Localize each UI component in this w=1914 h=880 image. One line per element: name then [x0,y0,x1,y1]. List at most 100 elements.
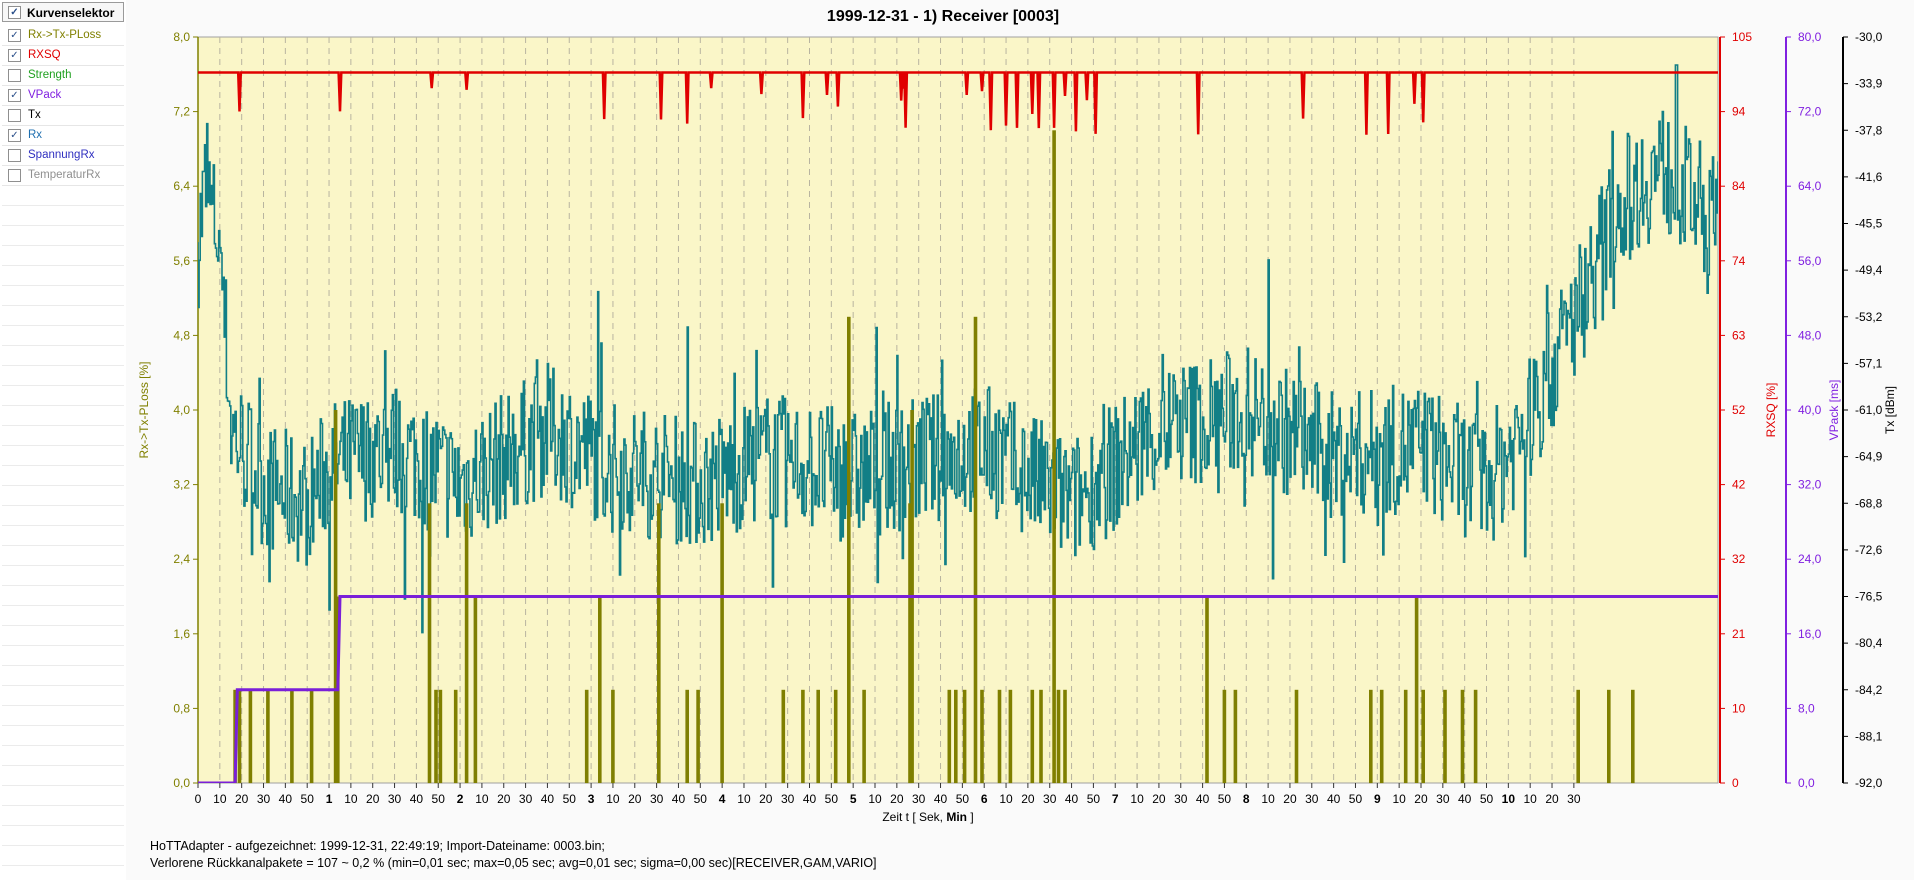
ploss-spike [720,503,724,784]
curve-checkbox[interactable]: ✓ [8,129,21,142]
ploss-spike [1379,689,1384,784]
x-tick-label: 9 [1374,792,1381,806]
left-axis-tick-label: 2,4 [173,552,190,566]
ploss-spike [290,689,294,784]
right-axis-tick-label: -49,4 [1855,263,1883,277]
ploss-spike [611,689,615,784]
curve-selector-panel: ✓ Kurvenselektor ✓ Rx->Tx-PLoss ✓ RXSQ Stren… [0,0,127,880]
ploss-spike [434,689,438,784]
left-axis-tick-label: 0,8 [173,701,190,715]
x-tick-label: 40 [934,792,948,806]
ploss-spike [1414,596,1419,783]
right-axis-tick-label: 64,0 [1798,179,1822,193]
ploss-spike [847,316,851,784]
curve-label: SpannungRx [28,149,95,161]
right-axis-tick-label: -30,0 [1855,30,1883,44]
curve-checkbox[interactable] [8,69,21,82]
curve-selector-item[interactable]: ✓ VPack [2,85,124,106]
right-axis-tick-label: 10 [1732,701,1746,715]
x-tick-label: 1 [326,792,333,806]
x-tick-label: 20 [1283,792,1297,806]
curve-checkbox[interactable] [8,169,21,182]
curve-selector-item[interactable]: ✓ Rx->Tx-PLoss [2,25,124,46]
x-tick-label: 6 [981,792,988,806]
x-tick-label: 50 [1218,792,1232,806]
ploss-spike [657,503,661,784]
chart-svg[interactable]: 0 10 20 30 40 50 1 10 20 30 40 50 2 10 20 30 40 50 3 10 20 30… [126,0,1914,880]
empty-row [2,745,124,766]
x-tick-label: 30 [1436,792,1450,806]
x-tick-label: 20 [1152,792,1166,806]
empty-row [2,485,124,506]
curve-selector-item[interactable]: TemperaturRx [2,165,124,186]
empty-row [2,845,124,866]
curve-checkbox[interactable] [8,109,21,122]
right-axis-tick-label: 63 [1732,328,1746,342]
curve-selector-item[interactable]: Strength [2,65,124,86]
ploss-spike [1460,689,1465,784]
empty-row [2,265,124,286]
x-tick-label: 50 [1349,792,1363,806]
x-tick-label: 30 [257,792,271,806]
ploss-spike [1056,689,1061,784]
x-tick-label: 30 [650,792,664,806]
ploss-spike [1233,689,1238,784]
rx-series-line [198,64,1718,634]
curve-label: RXSQ [28,49,61,61]
ploss-spike [696,689,700,784]
x-tick-label: 40 [672,792,686,806]
ploss-spike [1205,596,1209,783]
curve-checkbox[interactable]: ✓ [8,89,21,102]
right-axis-tick-label: -80,4 [1855,636,1883,650]
x-tick-label: 30 [781,792,795,806]
right-axis-tick-label: -76,5 [1855,590,1883,604]
empty-row [2,785,124,806]
ploss-spike [1421,689,1425,784]
curve-selector-item[interactable]: ✓ Rx [2,125,124,146]
x-tick-label: 50 [1480,792,1494,806]
curve-label: VPack [28,89,62,101]
curve-label: Strength [28,69,72,81]
x-tick-label: 50 [956,792,970,806]
ploss-spike [1008,689,1013,784]
curve-checkbox[interactable] [8,149,21,162]
curve-selector-item[interactable]: ✓ RXSQ [2,45,124,66]
x-tick-label: 30 [388,792,402,806]
empty-row [2,585,124,606]
right-axis-tick-label: -53,2 [1855,310,1883,324]
curve-checkbox[interactable]: ✓ [8,49,21,62]
left-axis-tick-label: 4,8 [173,328,190,342]
recording-info-line1: HoTTAdapter - aufgezeichnet: 1999-12-31,… [150,839,605,853]
x-tick-label: 50 [301,792,315,806]
empty-row [2,805,124,826]
plot-background [197,36,1719,784]
left-axis-tick-label: 5,6 [173,254,190,268]
left-axis-tick-label: 0,0 [173,776,190,790]
select-all-checkbox[interactable]: ✓ [8,6,21,19]
x-tick-label: 40 [803,792,817,806]
x-tick-label: 10 [868,792,882,806]
x-tick-label: 10 [1392,792,1406,806]
empty-row [2,665,124,686]
ploss-spike [1294,689,1299,784]
ploss-spike [584,689,589,784]
x-tick-label: 50 [825,792,839,806]
ploss-spike [1063,689,1067,784]
ploss-spike [962,689,967,784]
right-axis-tick-label: 48,0 [1798,328,1822,342]
curve-checkbox[interactable]: ✓ [8,29,21,42]
x-tick-label: 10 [1502,792,1516,806]
curve-selector-item[interactable]: Tx [2,105,124,126]
left-axis-tick-label: 6,4 [173,179,190,193]
x-tick-label: 20 [890,792,904,806]
right-axis-tick-label: 80,0 [1798,30,1822,44]
curve-selector-header[interactable]: ✓ Kurvenselektor [2,2,124,22]
ploss-spike [801,689,805,784]
x-tick-label: 20 [759,792,773,806]
x-tick-label: 30 [519,792,533,806]
left-axis-tick-label: 1,6 [173,627,190,641]
x-tick-label: 20 [497,792,511,806]
x-tick-label: 40 [1458,792,1472,806]
right-axis-title: Tx [dBm] [1883,386,1897,434]
curve-selector-item[interactable]: SpannungRx [2,145,124,166]
